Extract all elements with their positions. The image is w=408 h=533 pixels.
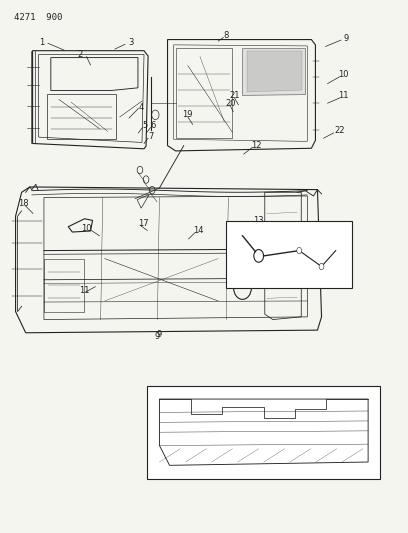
Text: 7: 7 (149, 132, 154, 141)
Text: 9: 9 (343, 34, 348, 43)
Bar (175, 47, 233, 138)
Text: 12: 12 (251, 141, 262, 150)
Bar (47, 94, 115, 139)
Text: 1: 1 (39, 38, 44, 47)
Text: 21: 21 (229, 91, 239, 100)
Text: 6: 6 (151, 122, 156, 131)
Text: 9: 9 (157, 330, 162, 339)
Bar (226, 221, 352, 288)
Text: 4: 4 (139, 103, 144, 112)
Text: 3: 3 (129, 38, 134, 47)
Text: 17: 17 (138, 219, 149, 228)
Text: 23: 23 (330, 259, 341, 267)
Text: 8: 8 (224, 31, 229, 41)
Text: 9: 9 (155, 332, 160, 341)
Bar (147, 386, 380, 479)
Text: 10: 10 (81, 224, 92, 233)
Text: 15: 15 (247, 449, 258, 458)
Text: 10: 10 (339, 70, 349, 79)
Circle shape (319, 263, 324, 270)
Circle shape (297, 247, 302, 254)
Text: 4271  900: 4271 900 (13, 13, 62, 22)
Text: 16: 16 (253, 438, 264, 447)
Text: 2: 2 (78, 50, 83, 59)
Text: 5: 5 (143, 122, 148, 131)
Text: 13: 13 (253, 216, 264, 225)
Text: 14: 14 (193, 226, 203, 235)
Text: 18: 18 (18, 199, 29, 208)
Text: 19: 19 (182, 110, 193, 119)
Polygon shape (242, 47, 305, 95)
Text: 20: 20 (225, 99, 235, 108)
Text: 22: 22 (335, 126, 345, 135)
Polygon shape (246, 51, 302, 92)
Text: 11: 11 (339, 91, 349, 100)
Text: 11: 11 (79, 286, 90, 295)
Bar (44, 259, 84, 312)
